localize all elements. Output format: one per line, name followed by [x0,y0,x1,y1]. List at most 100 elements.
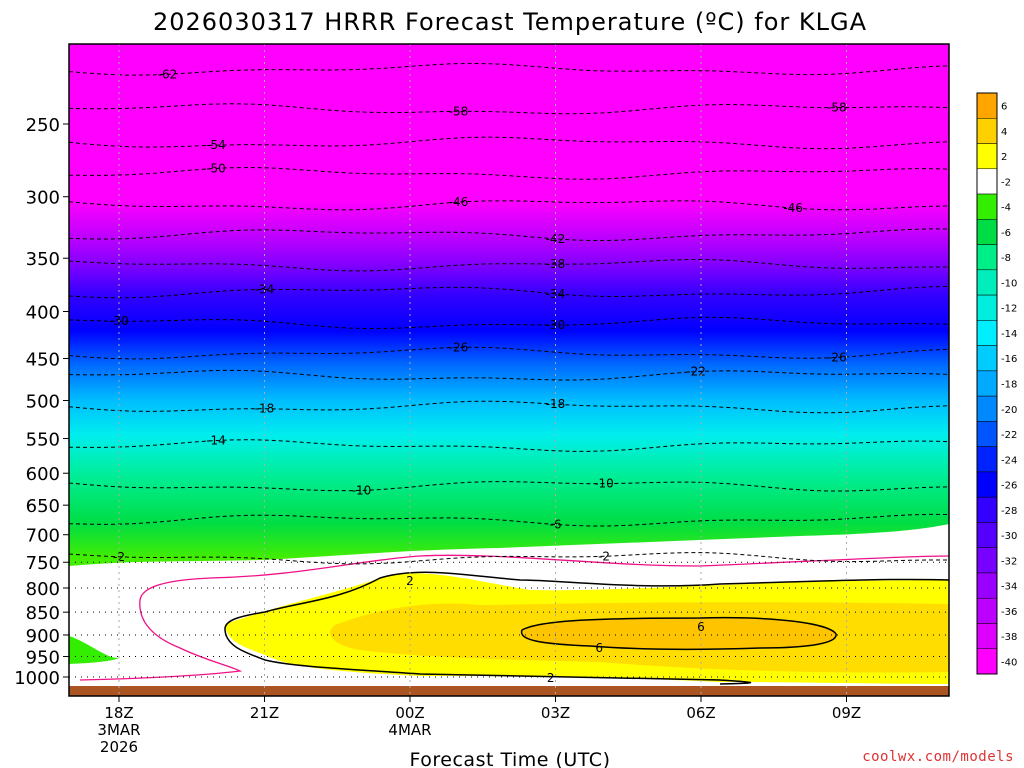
y-axis-pressure: 2503003504004505005506006507007508008509… [14,115,69,689]
y-tick-label: 900 [26,626,60,647]
y-tick-label: 500 [26,392,60,413]
isotherm-label: -10 [594,477,614,491]
x-tick-label: 03Z [541,704,570,722]
contour-label: 6 [595,641,603,655]
colorbar-label: -4 [1001,203,1011,214]
colorbar-swatch [976,446,998,473]
colorbar-swatch [976,345,998,372]
colorbar-label: -10 [1001,278,1017,289]
colorbar-swatch [976,370,998,397]
colorbar-swatch [976,118,998,144]
colorbar-label: -32 [1001,556,1017,567]
colorbar-label: -40 [1001,657,1017,668]
colorbar-swatch [976,496,998,523]
x-tick-label: 2026 [100,738,138,756]
colorbar-label: -28 [1001,506,1017,517]
y-tick-label: 250 [26,115,60,136]
isotherm-label: -18 [255,402,275,416]
isotherm-label: -38 [546,257,566,271]
isotherm-label: -42 [546,232,566,246]
colorbar-label: -16 [1001,354,1017,365]
x-tick-label: 06Z [686,704,715,722]
isotherm-labels: -62-58 -58-54-50-46 -46-42-38-34 -34-30 -30-… [109,67,846,685]
colorbar-frame [976,92,998,675]
warm-layer-orange [521,617,837,650]
x-tick-label: 00Z [395,704,424,722]
colorbar-label: -26 [1001,481,1017,492]
isotherm-label: -58 [449,104,469,118]
y-tick-label: 750 [26,553,60,574]
colorbar-label: 4 [1001,127,1007,138]
colorbar-label: -22 [1001,430,1017,441]
y-tick-label: 1000 [14,668,60,689]
colorbar-swatch [976,269,998,296]
isotherm-label: -14 [206,434,226,448]
x-tick-label: 09Z [832,704,861,722]
isotherm-label: -62 [158,67,178,81]
x-axis-label: Forecast Time (UTC) [410,749,611,768]
colorbar-label: -34 [1001,582,1017,593]
ground-surface [69,686,949,696]
colorbar-swatch [976,219,998,245]
contour-label: 2 [406,574,414,588]
colorbar-label: -20 [1001,405,1017,416]
colorbar-swatch [976,597,998,624]
isotherm-label: -2 [113,550,125,564]
colorbar-label: -38 [1001,632,1017,643]
plot-area: -62-58 -58-54-50-46 -46-42-38-34 -34-30 -30-… [68,43,950,697]
colorbar-label: -8 [1001,253,1011,264]
isotherm-label: -26 [449,340,469,354]
colorbar-swatch [976,547,998,574]
y-tick-label: 850 [26,603,60,624]
colorbar-swatch [976,143,998,170]
isotherm-label: -54 [206,138,226,152]
colorbar-swatch [976,572,998,599]
colorbar-label: -14 [1001,329,1017,340]
contour-2c [224,571,950,685]
colorbar-swatch [976,244,998,271]
x-tick-label: 21Z [250,704,279,722]
isotherm-label: -10 [352,483,372,497]
isotherm-label: -34 [255,282,275,296]
colorbar-swatch [976,193,998,220]
colorbar-legend: 6 4 2 -2 -4 -6 -8 -10 -12 -14 -16 -18 -20 -22 -24 -26 -2… [976,92,1017,675]
colorbar-label: 2 [1001,152,1007,163]
colorbar-swatch [976,320,998,346]
isotherm-label: -26 [827,351,847,365]
colorbar-swatch [976,421,998,447]
colorbar-label: -36 [1001,607,1017,618]
contour-freezing-magenta [79,554,950,681]
y-tick-label: 950 [26,648,60,669]
colorbar-label: 6 [1001,102,1007,113]
plot-frame [68,43,950,697]
y-tick-label: 800 [26,579,60,600]
isotherm-label: -50 [206,161,226,175]
y-tick-label: 300 [26,188,60,209]
isotherm-label: -58 [827,101,847,115]
contour-label: 2 [547,671,555,685]
y-tick-label: 450 [26,349,60,370]
colorbar-swatch [976,294,998,321]
colorbar-label: -6 [1001,228,1011,239]
colorbar-swatch [976,522,998,548]
y-tick-label: 400 [26,302,60,323]
colorbar-swatch [976,471,998,498]
isotherm-label: -2 [598,549,610,563]
colorbar-swatch [976,623,998,649]
y-tick-label: 600 [26,464,60,485]
chart-title: 2026030317 HRRR Forecast Temperature (ºC… [153,8,867,36]
colorbar-swatch [976,395,998,422]
y-tick-label: 700 [26,526,60,547]
y-tick-label: 550 [26,430,60,451]
y-tick-label: 350 [26,249,60,270]
colorbar-label: -18 [1001,380,1017,391]
x-tick-label: 3MAR [97,721,140,739]
x-tick-label: 4MAR [388,721,431,739]
colorbar-swatch [976,168,998,195]
grid-lines [69,44,949,696]
colorbar-label: -24 [1001,455,1017,466]
y-tick-label: 650 [26,496,60,517]
credit-text: coolwx.com/models [862,749,1014,765]
